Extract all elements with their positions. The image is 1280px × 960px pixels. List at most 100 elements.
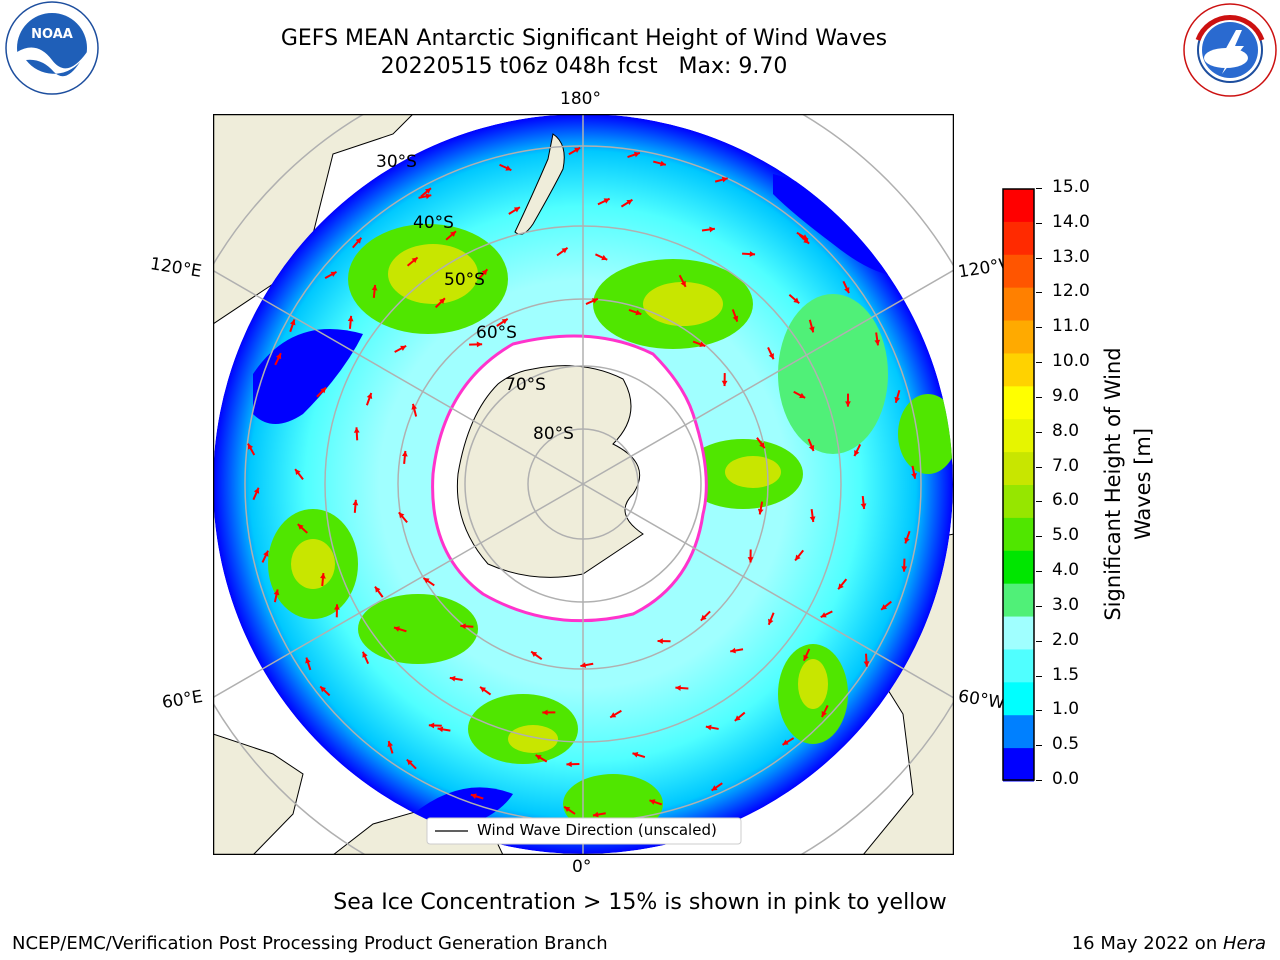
map-legend	[426, 817, 742, 845]
colorbar-tick-mark	[1036, 571, 1042, 573]
wind-arrow-head	[320, 387, 327, 394]
chart-subtitle: 20220515 t06z 048h fcst Max: 9.70	[380, 54, 788, 79]
colorbar-cell	[1003, 517, 1034, 552]
colorbar-tick-label: 6.0	[1052, 490, 1080, 511]
colorbar-tick-mark	[1036, 188, 1042, 189]
wind-wave-arrows	[247, 146, 917, 818]
wind-arrow-head	[705, 724, 712, 731]
wind-arrow-head	[820, 612, 827, 618]
wind-arrow-head	[531, 651, 538, 658]
wind-arrow-head	[904, 537, 910, 544]
colorbar-cell	[1003, 386, 1034, 420]
colorbar-cell	[1003, 550, 1034, 585]
colorbar-cell	[1003, 254, 1034, 289]
wind-arrow-head	[450, 231, 456, 237]
colorbar-tick-mark	[1036, 396, 1042, 398]
wind-arrow-head	[476, 341, 483, 348]
colorbar-tick-label: 4.0	[1052, 560, 1080, 581]
wind-arrow-head	[768, 353, 774, 360]
wind-arrow-head	[749, 251, 756, 257]
wind-arrow-head	[801, 234, 808, 240]
colorbar-cell	[1003, 715, 1034, 749]
wind-arrow-head	[374, 586, 381, 593]
colorbar	[1002, 188, 1035, 782]
colorbar-tick-mark	[1036, 431, 1042, 433]
wind-arrow-head	[330, 271, 337, 277]
wind-arrow-head	[425, 193, 432, 200]
wind-arrow-head	[591, 298, 598, 304]
wind-arrow-head	[757, 508, 764, 515]
wind-arrow-head	[480, 686, 486, 693]
wind-arrow-head	[711, 785, 718, 791]
wind-arrow-head	[449, 675, 456, 682]
wind-arrow-head	[793, 297, 800, 304]
wind-arrow-head	[759, 442, 765, 449]
wind-arrow-head	[400, 345, 407, 351]
wind-arrow-head	[894, 396, 901, 403]
wind-arrow-head	[680, 280, 686, 287]
lat-label-40s: 40°S	[413, 213, 454, 233]
colorbar-tick-label: 0.5	[1052, 734, 1080, 755]
wind-arrow-head	[366, 393, 373, 399]
wind-arrow-head	[423, 578, 430, 584]
wind-arrow-head	[734, 715, 741, 721]
wind-arrow-head	[263, 550, 269, 557]
land-africa-west	[213, 733, 304, 855]
colorbar-cell	[1003, 320, 1034, 354]
wind-arrow-head	[782, 739, 789, 745]
wind-arrow-head	[809, 516, 816, 523]
colorbar-tick-mark	[1036, 257, 1042, 259]
wind-arrow-head	[320, 686, 326, 693]
wind-arrow-head	[854, 450, 860, 457]
wind-arrow-head	[501, 318, 508, 325]
wind-arrow-head	[406, 759, 413, 766]
wind-arrow-head	[863, 661, 870, 667]
colorbar-tick-mark	[1036, 605, 1042, 607]
wind-arrow-head	[247, 443, 254, 450]
wind-arrow-head	[901, 566, 908, 572]
colorbar-cell	[1003, 221, 1034, 256]
wind-arrow-head	[580, 662, 587, 668]
wind-arrow-head	[352, 499, 359, 506]
wind-arrow-head	[808, 444, 815, 451]
wind-arrow-head	[401, 450, 408, 457]
wind-arrow-head	[439, 298, 445, 304]
colorbar-cell	[1003, 485, 1034, 519]
wind-arrow-head	[566, 761, 572, 768]
wind-arrow-head	[253, 487, 260, 494]
colorbar-cell	[1003, 419, 1034, 453]
wind-arrow-head	[362, 651, 368, 658]
colorbar-tick-label: 14.0	[1052, 211, 1090, 232]
wind-arrow-head	[387, 741, 393, 747]
wind-arrow-head	[660, 160, 666, 167]
colorbar-tick-label: 9.0	[1052, 385, 1080, 406]
lat-label-30s: 30°S	[376, 152, 417, 172]
polar-map	[213, 114, 954, 855]
antarctica	[456, 365, 644, 578]
colorbar-tick-label: 1.0	[1052, 699, 1080, 720]
colorbar-tick-label: 0.0	[1052, 769, 1080, 789]
wind-arrow-head	[481, 269, 488, 276]
colorbar-tick-label: 8.0	[1052, 420, 1080, 441]
wind-arrow-head	[371, 284, 378, 291]
colorbar-tick-label: 10.0	[1052, 351, 1090, 372]
wind-arrow-head	[460, 623, 466, 630]
colorbar-cell	[1003, 452, 1034, 486]
colorbar-tick-mark	[1036, 362, 1042, 364]
wind-arrow-head	[803, 237, 810, 244]
wind-arrow-head	[633, 151, 640, 158]
lat-label-50s: 50°S	[444, 270, 485, 290]
wind-arrow-head	[347, 315, 354, 322]
colorbar-tick-label: 15.0	[1052, 177, 1090, 197]
wind-arrow-head	[700, 614, 707, 621]
colorbar-cell	[1003, 649, 1034, 683]
colorbar-tick-mark	[1036, 327, 1042, 329]
colorbar-tick-mark	[1036, 640, 1042, 642]
wind-arrow-head	[393, 626, 400, 632]
wind-arrow-head	[289, 319, 296, 326]
footer-host: Hera	[1222, 933, 1266, 954]
colorbar-cell	[1003, 616, 1034, 650]
wind-arrow-head	[721, 176, 728, 183]
wind-arrow-head	[564, 806, 571, 813]
colorbar-tick-mark	[1036, 466, 1042, 468]
